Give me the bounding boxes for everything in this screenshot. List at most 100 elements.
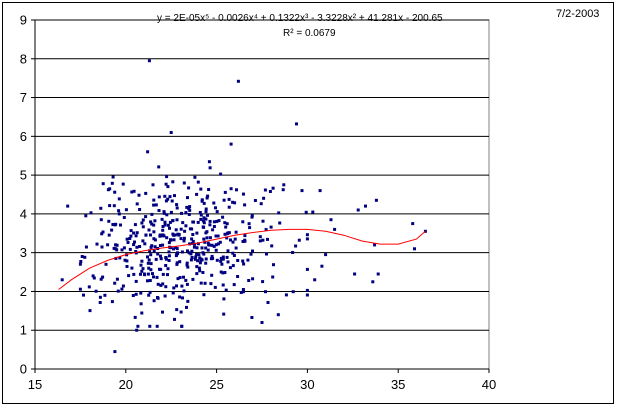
data-point — [162, 210, 166, 214]
data-point — [138, 208, 142, 211]
data-point — [162, 234, 166, 238]
axes: 0 1 2 3 4 5 6 7 8 9 15 20 25 30 35 40 — [20, 13, 496, 393]
data-point — [196, 220, 200, 224]
data-point — [227, 205, 231, 209]
data-point — [175, 206, 179, 210]
data-point — [153, 219, 157, 223]
data-point — [101, 182, 105, 186]
data-point — [163, 223, 167, 227]
data-point — [220, 262, 224, 266]
data-point — [156, 282, 160, 286]
data-point — [282, 183, 286, 187]
data-point — [236, 79, 240, 83]
data-point — [168, 226, 171, 230]
data-point — [167, 259, 171, 262]
data-point — [187, 207, 191, 211]
data-point — [129, 229, 133, 233]
data-point — [241, 240, 245, 243]
data-point — [163, 220, 167, 224]
data-point — [147, 59, 151, 63]
data-point — [149, 245, 153, 249]
data-point — [291, 290, 295, 294]
data-point — [139, 263, 143, 267]
data-point — [374, 198, 378, 202]
data-point — [200, 199, 204, 203]
data-point — [265, 252, 268, 256]
data-point — [249, 252, 253, 256]
data-point — [232, 283, 236, 287]
data-point — [163, 294, 167, 298]
data-point — [202, 221, 206, 225]
data-point — [221, 283, 225, 287]
data-point — [150, 222, 154, 226]
data-point — [135, 202, 139, 206]
data-point — [148, 279, 152, 282]
data-point — [146, 279, 149, 283]
data-point — [295, 122, 298, 126]
data-point — [194, 255, 198, 259]
data-point — [202, 201, 206, 205]
data-point — [229, 142, 233, 146]
data-point — [143, 273, 147, 277]
data-point — [113, 190, 117, 194]
data-point — [133, 223, 137, 227]
data-point — [112, 204, 116, 208]
data-point — [246, 258, 250, 262]
data-point — [146, 272, 150, 276]
chart-frame: 0 1 2 3 4 5 6 7 8 9 15 20 25 30 35 40 y = 2E-05x⁵ - 0.0… — [2, 2, 614, 404]
data-point — [134, 279, 138, 283]
data-point — [108, 204, 112, 208]
data-point — [130, 190, 134, 194]
data-point — [106, 243, 110, 247]
data-point — [151, 272, 154, 276]
data-point — [150, 244, 154, 248]
data-point — [196, 242, 200, 246]
data-point — [243, 239, 247, 243]
data-point — [284, 293, 288, 297]
data-point — [329, 218, 333, 222]
data-point — [305, 237, 309, 241]
data-point — [149, 253, 153, 257]
data-point — [166, 223, 170, 227]
data-point — [248, 226, 252, 230]
data-point — [218, 240, 222, 244]
data-point — [184, 211, 188, 215]
data-point — [174, 228, 178, 232]
data-point — [195, 231, 199, 235]
data-point — [247, 279, 251, 282]
data-point — [196, 259, 200, 263]
data-point — [139, 302, 143, 306]
data-point — [313, 278, 317, 282]
data-point — [208, 236, 212, 240]
data-point — [137, 193, 141, 197]
data-point — [195, 265, 199, 269]
data-point — [193, 242, 197, 246]
data-point — [208, 219, 212, 223]
date-stamp: 7/2-2003 — [556, 8, 600, 20]
gridlines — [35, 19, 489, 331]
data-point — [205, 236, 209, 240]
data-point — [174, 254, 178, 258]
data-point — [135, 328, 139, 332]
data-point — [101, 230, 105, 234]
data-point — [198, 269, 202, 273]
data-point — [211, 228, 215, 232]
data-point — [179, 237, 183, 241]
data-point — [140, 269, 144, 273]
data-point — [231, 264, 235, 268]
data-point — [202, 216, 206, 220]
plot-area — [34, 19, 490, 370]
data-point — [243, 234, 247, 238]
data-point — [204, 217, 208, 221]
data-point — [223, 232, 227, 236]
data-point — [241, 220, 245, 224]
data-point — [173, 233, 177, 237]
data-point — [208, 166, 212, 170]
data-point — [214, 243, 218, 247]
data-point — [157, 209, 161, 212]
data-point — [216, 234, 220, 238]
data-point — [202, 237, 206, 241]
data-point — [149, 262, 153, 266]
data-point — [136, 324, 140, 328]
data-point — [305, 293, 309, 297]
